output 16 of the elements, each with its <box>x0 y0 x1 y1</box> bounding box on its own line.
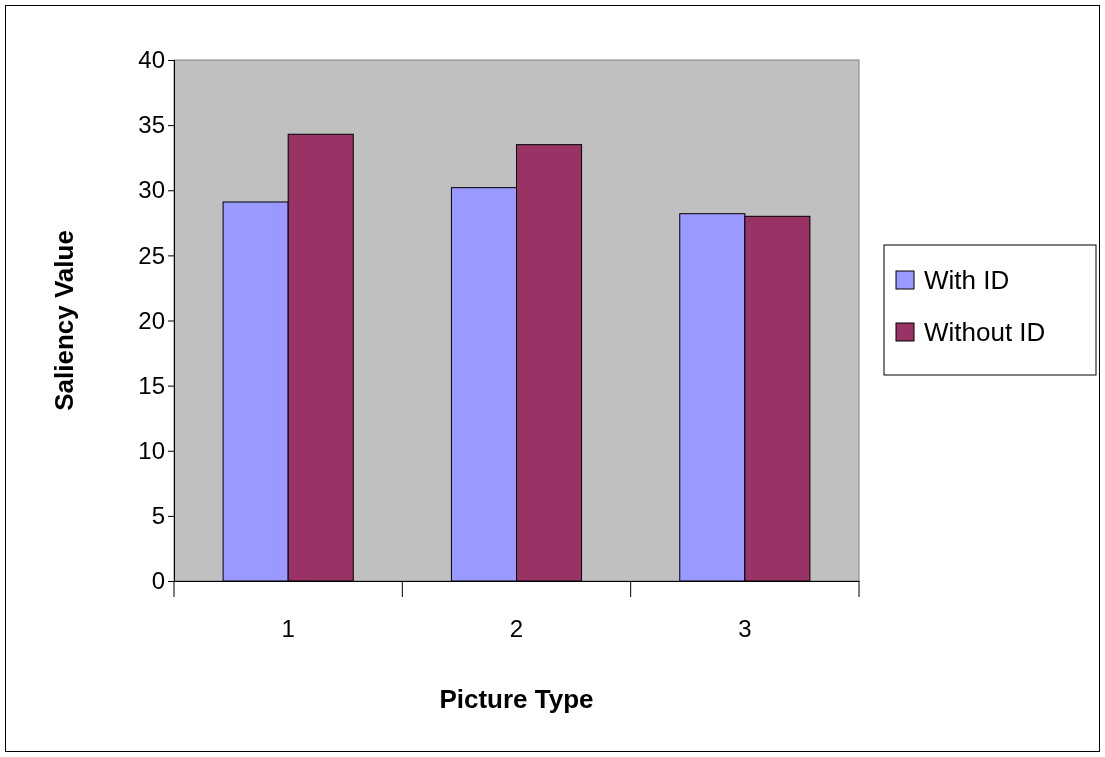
y-tick-label: 5 <box>151 502 165 530</box>
x-tick-label: 2 <box>509 614 524 642</box>
y-tick-label: 25 <box>138 241 165 269</box>
y-tick-label: 10 <box>138 436 165 464</box>
legend-label: Without ID <box>924 317 1046 347</box>
y-tick-label: 0 <box>151 567 165 595</box>
y-tick-label: 40 <box>138 46 165 74</box>
x-axis-title: Picture Type <box>439 684 594 714</box>
y-axis-title: Saliency Value <box>49 230 79 411</box>
x-tick-label: 1 <box>281 614 295 642</box>
legend-label: With ID <box>924 265 1010 295</box>
y-tick-label: 15 <box>138 371 165 399</box>
y-tick-label: 20 <box>138 306 165 334</box>
y-tick-label: 35 <box>138 111 165 139</box>
y-tick-label: 30 <box>138 176 165 204</box>
x-tick-label: 3 <box>738 614 752 642</box>
